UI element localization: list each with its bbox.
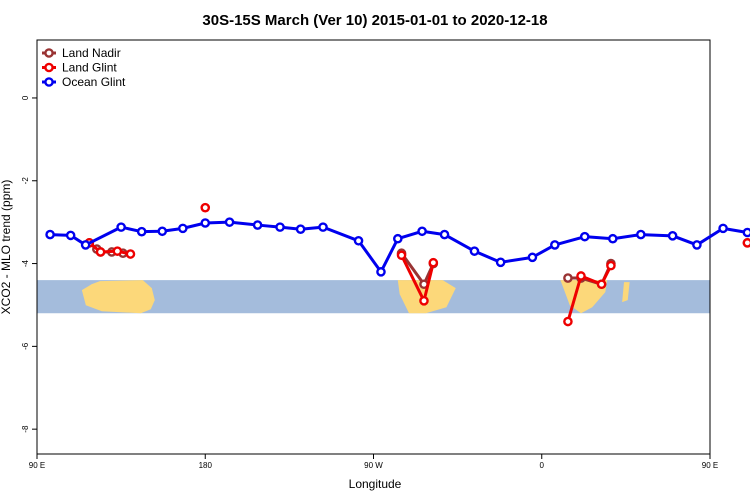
series-2-point-0-20 — [527, 252, 538, 263]
legend-label-0: Land Nadir — [62, 46, 121, 60]
series-1-point-0-1 — [95, 247, 106, 257]
x-tick-label-0: 90 E — [29, 461, 45, 470]
australia-land-0 — [81, 280, 155, 314]
x-tick-label-1: 180 — [199, 461, 213, 470]
y-tick-label-0: 0 — [21, 95, 30, 100]
legend-marker-0 — [44, 48, 54, 58]
series-2-point-0-22 — [579, 231, 590, 242]
series-2 — [45, 217, 750, 277]
x-tick-label-3: 0 — [540, 461, 545, 470]
series-1-point-2-2 — [428, 257, 439, 268]
legend-label-1: Land Glint — [62, 61, 117, 75]
series-2-point-0-17 — [439, 229, 450, 240]
legend-marker-1 — [44, 62, 54, 73]
series-1-point-2-0 — [396, 250, 407, 261]
series-2-point-0-27 — [718, 223, 728, 234]
y-tick-label-1: -2 — [21, 177, 30, 185]
y-tick-label-4: -8 — [21, 425, 30, 433]
series-2-point-0-5 — [157, 226, 168, 237]
series-2-point-0-19 — [495, 257, 506, 268]
series-1 — [84, 202, 750, 327]
series-1-point-3-1 — [576, 271, 586, 281]
series-layer — [45, 202, 750, 327]
series-2-point-0-25 — [667, 231, 678, 241]
y-axis: 0 -2 -4 -6 -8 — [21, 95, 37, 433]
series-1-point-1-0 — [200, 202, 211, 213]
series-2-point-0-10 — [275, 222, 285, 232]
series-2-point-0-13 — [353, 235, 364, 246]
series-1-point-2-1 — [419, 296, 429, 306]
series-1-point-3-2 — [596, 279, 607, 290]
chart-title: 30S-15S March (Ver 10) 2015-01-01 to 202… — [202, 12, 547, 29]
legend-label-2: Ocean Glint — [62, 75, 126, 89]
series-2-point-0-6 — [178, 223, 188, 234]
x-tick-label-2: 90 W — [364, 461, 383, 470]
x-axis-label: Longitude — [349, 477, 402, 491]
series-2-point-0-16 — [417, 226, 427, 237]
series-2-point-0-3 — [116, 222, 126, 232]
series-2-point-0-8 — [224, 217, 235, 227]
series-2-point-0-1 — [65, 230, 76, 241]
series-1-line-3 — [566, 264, 613, 322]
south-america-land — [397, 280, 456, 314]
y-tick-label-3: -6 — [21, 342, 30, 350]
plot-frame — [36, 39, 711, 455]
series-2-point-0-24 — [636, 229, 646, 240]
series-1-point-3-0 — [563, 316, 573, 327]
series-2-point-0-2 — [80, 240, 91, 250]
series-2-point-0-15 — [393, 233, 403, 244]
series-2-point-0-11 — [295, 224, 306, 234]
series-2-point-0-18 — [469, 246, 480, 256]
world-map-band — [37, 280, 710, 314]
series-2-point-0-4 — [136, 226, 147, 237]
madagascar-land — [622, 282, 630, 303]
series-2-point-0-14 — [376, 267, 386, 277]
y-tick-label-2: -4 — [21, 259, 30, 267]
series-2-point-0-9 — [252, 220, 263, 230]
series-1-point-3-3 — [606, 260, 616, 271]
series-2-point-0-28 — [742, 227, 750, 238]
series-1-point-0-3 — [125, 249, 136, 259]
x-axis: 90 E 180 90 W 0 90 E — [29, 454, 718, 470]
series-2-point-0-0 — [45, 229, 55, 240]
y-axis-label: XCO2 - MLO trend (ppm) — [0, 180, 13, 315]
x-tick-label-4: 90 E — [702, 461, 718, 470]
series-2-point-0-7 — [200, 218, 211, 228]
series-0-point-2-0 — [563, 273, 573, 283]
legend-marker-2 — [44, 77, 54, 87]
series-1-point-4-0 — [742, 238, 750, 248]
series-1-line-0 — [88, 241, 131, 256]
series-2-point-0-23 — [607, 233, 618, 244]
series-2-point-0-12 — [318, 222, 328, 232]
series-2-point-0-21 — [550, 240, 560, 250]
series-1-point-0-2 — [112, 246, 123, 256]
series-2-line-0 — [50, 220, 750, 274]
series-2-point-0-26 — [692, 240, 702, 250]
